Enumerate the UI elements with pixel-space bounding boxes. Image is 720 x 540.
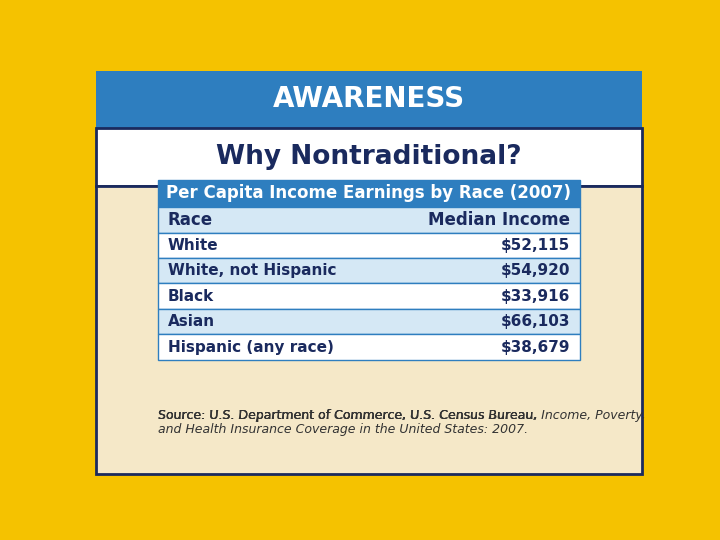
Bar: [158, 179, 580, 207]
Text: Black: Black: [168, 289, 214, 303]
Bar: [96, 128, 642, 186]
Bar: [158, 309, 580, 334]
Bar: [158, 334, 580, 360]
Bar: [158, 258, 580, 284]
Text: Why Nontraditional?: Why Nontraditional?: [216, 144, 522, 170]
Bar: [158, 207, 580, 233]
Text: $52,115: $52,115: [501, 238, 570, 253]
Text: $33,916: $33,916: [501, 289, 570, 303]
Text: Source: U.S. Department of Commerce, U.S. Census Bureau,: Source: U.S. Department of Commerce, U.S…: [158, 409, 541, 422]
Text: $38,679: $38,679: [501, 340, 570, 354]
Text: Per Capita Income Earnings by Race (2007): Per Capita Income Earnings by Race (2007…: [166, 184, 572, 202]
Text: Median Income: Median Income: [428, 211, 570, 229]
Bar: [96, 71, 642, 128]
Text: $54,920: $54,920: [501, 264, 570, 278]
Text: Source: U.S. Department of Commerce, U.S. Census Bureau, Income, Poverty,: Source: U.S. Department of Commerce, U.S…: [158, 409, 646, 422]
Bar: [158, 284, 580, 309]
Text: and Health Insurance Coverage in the United States: 2007.: and Health Insurance Coverage in the Uni…: [158, 423, 528, 436]
Text: Hispanic (any race): Hispanic (any race): [168, 340, 333, 354]
Text: $66,103: $66,103: [501, 314, 570, 329]
Text: White: White: [168, 238, 218, 253]
Text: Race: Race: [168, 211, 212, 229]
Text: Asian: Asian: [168, 314, 215, 329]
Text: Source: U.S. Department of Commerce, U.S. Census Bureau,: Source: U.S. Department of Commerce, U.S…: [158, 409, 541, 422]
Text: AWARENESS: AWARENESS: [273, 85, 465, 113]
Bar: [158, 233, 580, 258]
Text: White, not Hispanic: White, not Hispanic: [168, 264, 336, 278]
Bar: [96, 186, 642, 475]
